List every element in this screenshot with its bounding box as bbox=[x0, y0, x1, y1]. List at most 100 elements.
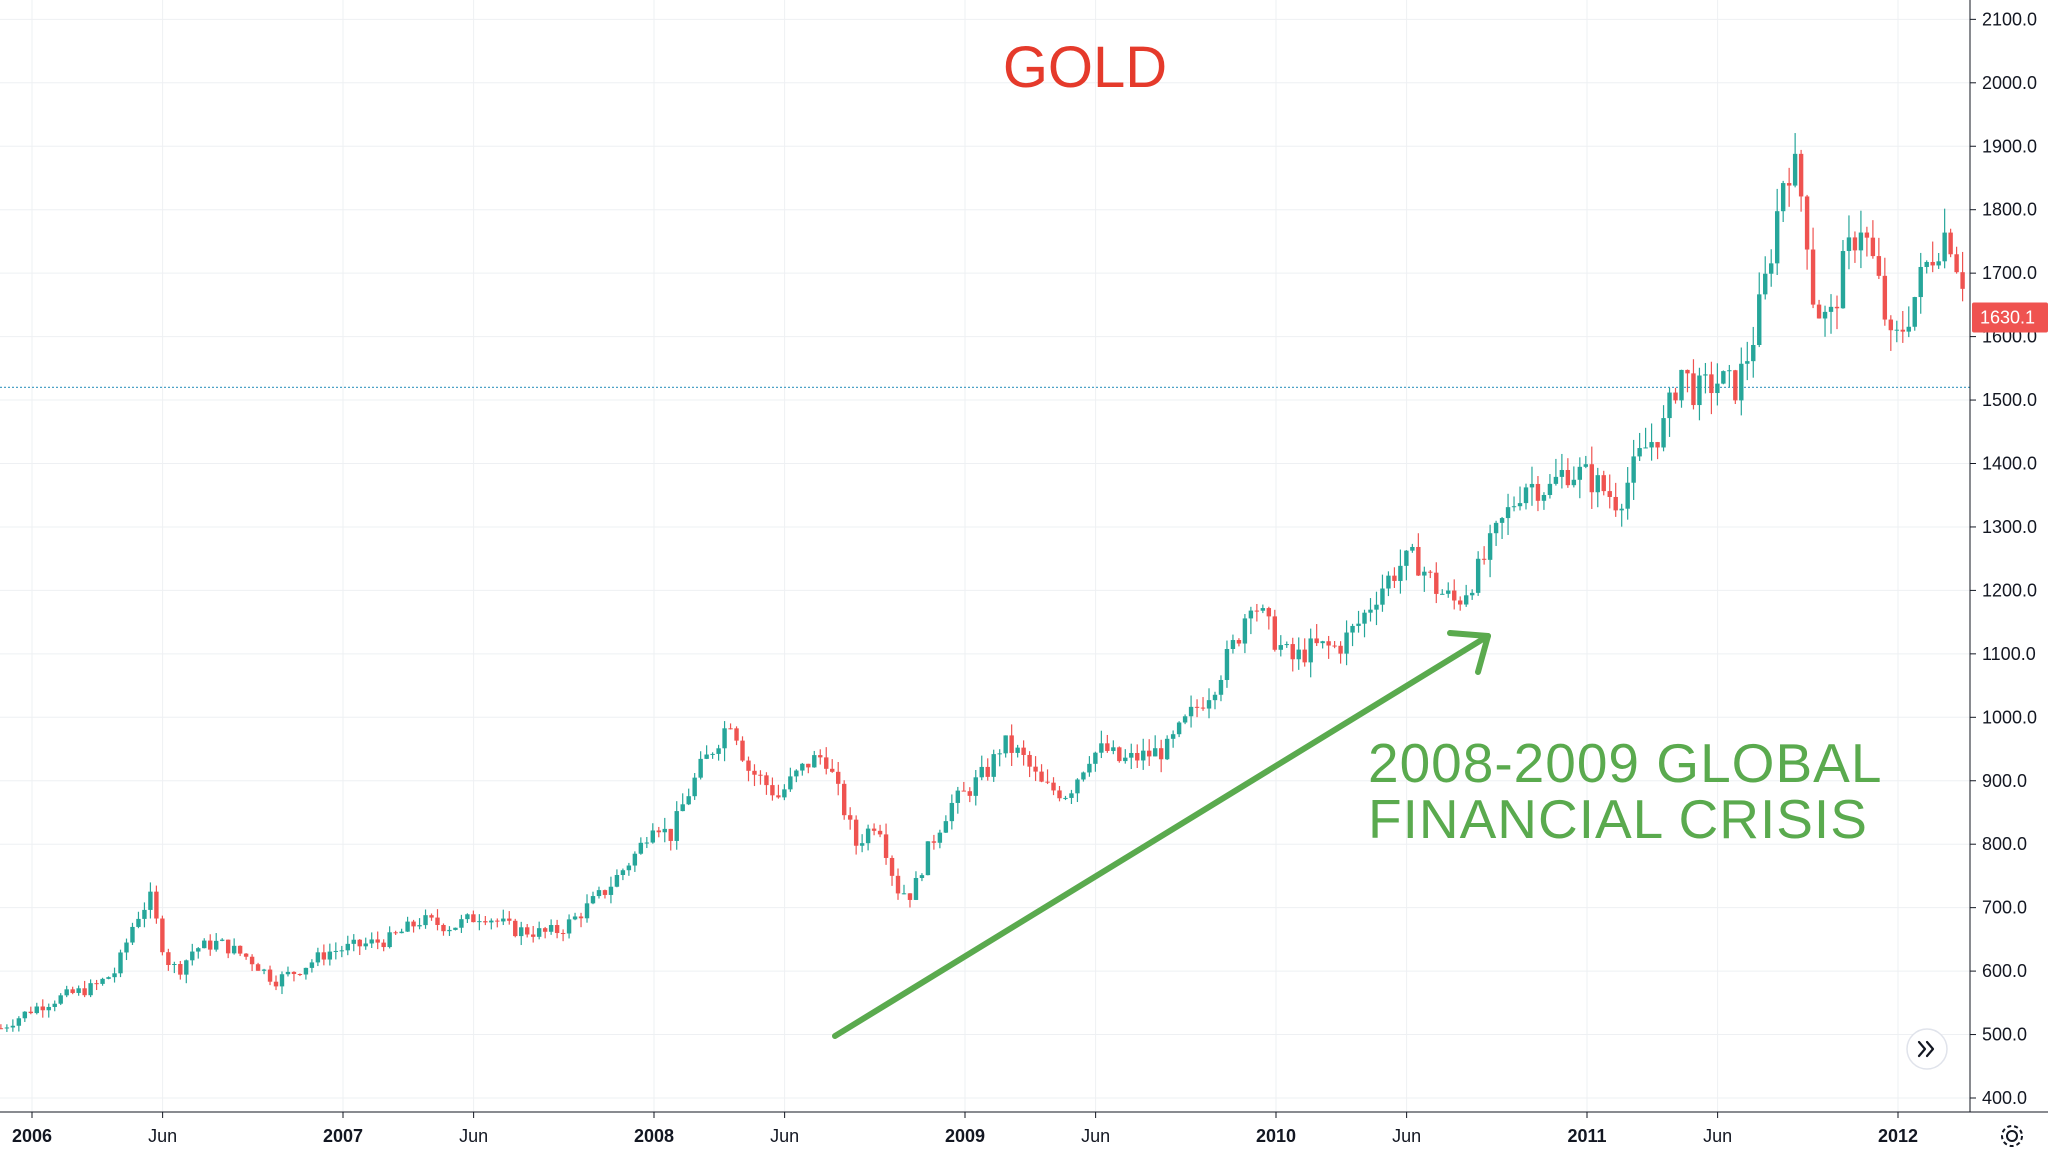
candle-body bbox=[1314, 638, 1319, 644]
candle-body bbox=[1254, 610, 1260, 612]
candle-body bbox=[148, 891, 153, 910]
candle-body bbox=[405, 921, 410, 932]
y-tick-label: 1700.0 bbox=[1982, 263, 2037, 283]
candle-body bbox=[130, 926, 135, 943]
candle-body bbox=[632, 853, 638, 866]
candle-body bbox=[1493, 522, 1499, 534]
candle-body bbox=[859, 843, 865, 846]
candle-body bbox=[190, 951, 195, 961]
candle-body bbox=[560, 933, 566, 935]
candle-body bbox=[1308, 638, 1313, 663]
candle-body bbox=[0, 1028, 4, 1030]
candle-body bbox=[64, 989, 69, 996]
candle-body bbox=[686, 796, 691, 805]
candle-body bbox=[530, 934, 536, 937]
candle-body bbox=[1350, 625, 1355, 633]
candle-body bbox=[626, 865, 632, 871]
time-axis[interactable]: 2006 Jun 2007 Jun 2008 Jun 2009 Jun 2010 Jun 2011 J… bbox=[12, 1112, 1918, 1146]
candle-body bbox=[1583, 464, 1589, 467]
x-tick-label: 2008 bbox=[634, 1126, 674, 1146]
candle-body bbox=[1069, 793, 1074, 798]
candle-body bbox=[1703, 374, 1708, 376]
candle-body bbox=[1774, 211, 1780, 264]
candle-body bbox=[907, 893, 913, 900]
candle-body bbox=[1081, 772, 1086, 780]
candle-body bbox=[196, 948, 201, 952]
candle-body bbox=[1846, 237, 1852, 252]
candle-body bbox=[1404, 550, 1409, 566]
candle-body bbox=[1936, 261, 1941, 266]
candle-body bbox=[1798, 153, 1804, 197]
candle-body bbox=[865, 828, 871, 844]
candle-body bbox=[1332, 645, 1337, 647]
candle-body bbox=[656, 830, 661, 833]
candle-body bbox=[249, 956, 255, 965]
candle-body bbox=[1176, 722, 1182, 735]
scroll-to-realtime-button[interactable] bbox=[1906, 1028, 1948, 1070]
candle-body bbox=[728, 728, 733, 730]
y-tick-label: 400.0 bbox=[1982, 1088, 2027, 1108]
candle-body bbox=[1673, 392, 1678, 401]
last-price-value: 1630.1 bbox=[1980, 308, 2035, 328]
candle-body bbox=[333, 950, 339, 952]
candle-body bbox=[1559, 469, 1565, 477]
candle-body bbox=[1087, 763, 1092, 773]
candle-body bbox=[919, 875, 925, 878]
candle-body bbox=[429, 915, 434, 918]
candle-body bbox=[542, 928, 548, 932]
y-tick-label: 800.0 bbox=[1982, 834, 2027, 854]
candle-body bbox=[596, 890, 602, 897]
candle-body bbox=[489, 920, 494, 923]
candle-body bbox=[118, 952, 123, 974]
candle-body bbox=[447, 929, 452, 932]
candle-body bbox=[435, 917, 440, 925]
y-tick-label: 1900.0 bbox=[1982, 136, 2037, 156]
candle-body bbox=[937, 832, 943, 843]
candle-body bbox=[1446, 590, 1451, 594]
candle-body bbox=[1631, 456, 1636, 483]
candle-body bbox=[931, 841, 937, 843]
candle-body bbox=[1685, 369, 1690, 374]
candle-body bbox=[231, 945, 237, 954]
candle-body bbox=[291, 971, 297, 975]
candle-body bbox=[1117, 747, 1122, 762]
y-tick-label: 1400.0 bbox=[1982, 454, 2037, 474]
candle-body bbox=[644, 842, 650, 844]
candle-body bbox=[1266, 608, 1272, 617]
candle-body bbox=[1697, 375, 1702, 406]
candle-body bbox=[1541, 494, 1547, 501]
candle-body bbox=[1045, 781, 1050, 783]
candle-body bbox=[1075, 779, 1080, 794]
price-axis[interactable]: 400.0 500.0 600.0 700.0 800.0 900.0 1000.0 1100… bbox=[1970, 9, 2037, 1108]
candle-body bbox=[1463, 595, 1469, 605]
candle-body bbox=[34, 1006, 39, 1014]
x-tick-label: Jun bbox=[459, 1126, 488, 1146]
candle-body bbox=[459, 919, 464, 928]
candle-body bbox=[1643, 447, 1648, 449]
candle-body bbox=[961, 790, 967, 792]
candle-body bbox=[1822, 311, 1828, 319]
candle-body bbox=[387, 932, 392, 948]
candle-body bbox=[1027, 754, 1032, 767]
candle-body bbox=[1757, 294, 1762, 345]
chart-settings-button[interactable] bbox=[2001, 1125, 2023, 1147]
candle-body bbox=[1739, 363, 1744, 401]
candle-body bbox=[584, 903, 590, 919]
candle-body bbox=[943, 821, 949, 833]
candle-body bbox=[1440, 593, 1445, 595]
candle-body bbox=[758, 774, 763, 776]
x-tick-label: 2011 bbox=[1567, 1126, 1606, 1146]
candle-body bbox=[1715, 383, 1720, 394]
candle-body bbox=[1224, 648, 1230, 680]
candle-body bbox=[1858, 232, 1864, 251]
candle-body bbox=[1517, 503, 1523, 507]
candle-body bbox=[303, 967, 309, 975]
candle-body bbox=[1182, 716, 1188, 723]
candle-body bbox=[1188, 706, 1194, 717]
gear-icon bbox=[2001, 1125, 2023, 1147]
candle-body bbox=[1733, 370, 1738, 401]
candle-body bbox=[1063, 797, 1068, 799]
candle-body bbox=[369, 939, 374, 944]
candle-body bbox=[172, 964, 177, 966]
candle-body bbox=[698, 758, 703, 778]
